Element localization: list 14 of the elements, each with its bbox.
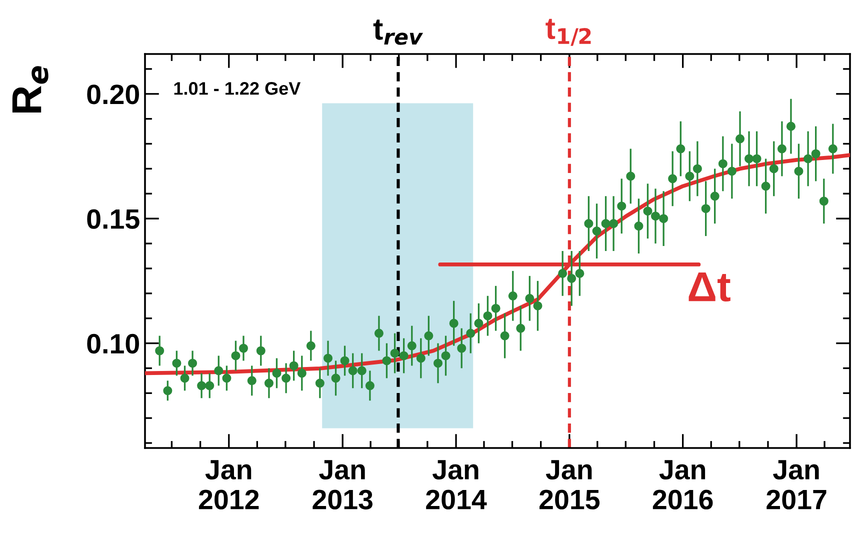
x-tick-label: Jan 2016: [652, 460, 713, 510]
y-tick-label: 0.15: [87, 209, 140, 229]
x-tick-label: Jan 2015: [540, 460, 600, 510]
x-tick-label: Jan 2012: [198, 460, 259, 510]
x-tick-label: Jan 2013: [312, 460, 373, 510]
x-tick-label: Jan 2017: [766, 460, 826, 510]
y-tick-label: 0.10: [87, 334, 140, 354]
y-axis-title: R$_{e}$: [12, 66, 48, 113]
ref-line-label: t$_{1/2}$: [546, 18, 591, 46]
ref-line-label: t$_{rev}$: [373, 20, 424, 45]
x-tick-label: Jan 2014: [426, 460, 487, 510]
y-tick-label: 0.20: [87, 84, 140, 104]
annotation: 1.01 - 1.22 GeV: [174, 82, 301, 95]
annotation: Δt: [688, 272, 730, 302]
